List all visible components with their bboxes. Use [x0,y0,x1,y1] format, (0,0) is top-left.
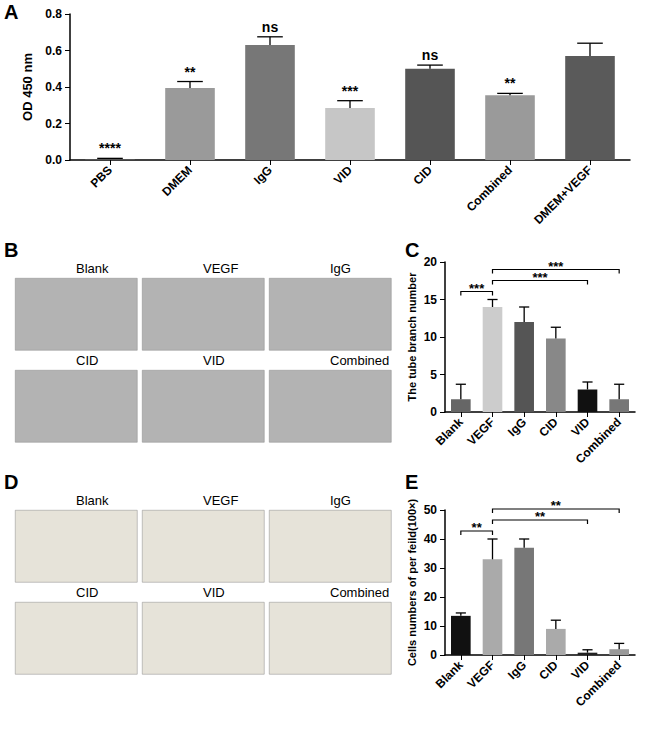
svg-text:Combined: Combined [330,353,389,368]
svg-text:CID: CID [76,585,98,600]
svg-text:Combined: Combined [464,163,515,214]
svg-text:VEGF: VEGF [203,261,238,276]
svg-text:50: 50 [424,503,438,517]
svg-text:VEGF: VEGF [203,493,238,508]
svg-text:C: C [405,239,419,261]
svg-text:**: ** [505,75,516,91]
svg-text:OD 450 nm: OD 450 nm [20,53,35,121]
svg-text:CID: CID [410,163,435,188]
svg-text:IgG: IgG [330,493,351,508]
svg-text:**: ** [551,498,562,513]
svg-text:IgG: IgG [330,261,351,276]
svg-text:10: 10 [424,330,438,344]
svg-text:0.2: 0.2 [45,117,62,131]
svg-text:Combined: Combined [573,658,624,709]
svg-text:***: *** [342,83,359,99]
svg-text:**: ** [535,509,546,524]
svg-text:VID: VID [568,658,592,682]
svg-text:0.8: 0.8 [45,7,62,21]
svg-text:0.0: 0.0 [45,153,62,167]
svg-text:DMEM+VEGF: DMEM+VEGF [531,163,595,227]
svg-text:***: *** [548,259,564,274]
svg-text:VID: VID [203,585,225,600]
svg-text:IgG: IgG [251,163,275,187]
svg-text:ns: ns [422,47,439,63]
svg-text:Blank: Blank [76,261,109,276]
svg-text:VEGF: VEGF [464,415,497,448]
svg-text:Combined: Combined [330,585,389,600]
svg-text:VID: VID [203,353,225,368]
svg-text:CID: CID [536,415,561,440]
svg-text:20: 20 [424,255,438,269]
svg-text:0: 0 [430,405,437,419]
svg-text:The tube branch number: The tube branch number [406,272,418,402]
svg-text:Blank: Blank [433,658,466,691]
svg-text:0.6: 0.6 [45,44,62,58]
svg-text:15: 15 [424,293,438,307]
svg-text:***: *** [532,270,548,285]
svg-text:30: 30 [424,561,438,575]
svg-text:Blank: Blank [433,415,466,448]
svg-text:B: B [4,239,18,261]
svg-text:Cells numbers of per feild(100: Cells numbers of per feild(100×) [406,499,418,667]
svg-text:VID: VID [568,415,592,439]
svg-text:**: ** [185,64,196,80]
svg-text:Combined: Combined [573,415,624,466]
svg-text:D: D [4,471,18,493]
svg-text:10: 10 [424,619,438,633]
svg-text:DMEM: DMEM [159,163,195,199]
svg-text:**: ** [472,520,483,535]
svg-text:0.4: 0.4 [45,80,62,94]
svg-text:VEGF: VEGF [464,658,497,691]
svg-text:40: 40 [424,532,438,546]
svg-text:ns: ns [262,19,279,35]
svg-text:E: E [405,471,418,493]
svg-text:5: 5 [430,368,437,382]
svg-text:PBS: PBS [88,163,115,190]
svg-text:IgG: IgG [505,658,529,682]
svg-text:0: 0 [430,648,437,662]
svg-text:A: A [4,1,18,23]
svg-text:Blank: Blank [76,493,109,508]
svg-text:20: 20 [424,590,438,604]
svg-text:VID: VID [331,163,355,187]
svg-text:CID: CID [536,658,561,683]
svg-text:****: **** [99,140,121,156]
svg-text:IgG: IgG [505,415,529,439]
svg-text:CID: CID [76,353,98,368]
svg-text:***: *** [469,281,485,296]
